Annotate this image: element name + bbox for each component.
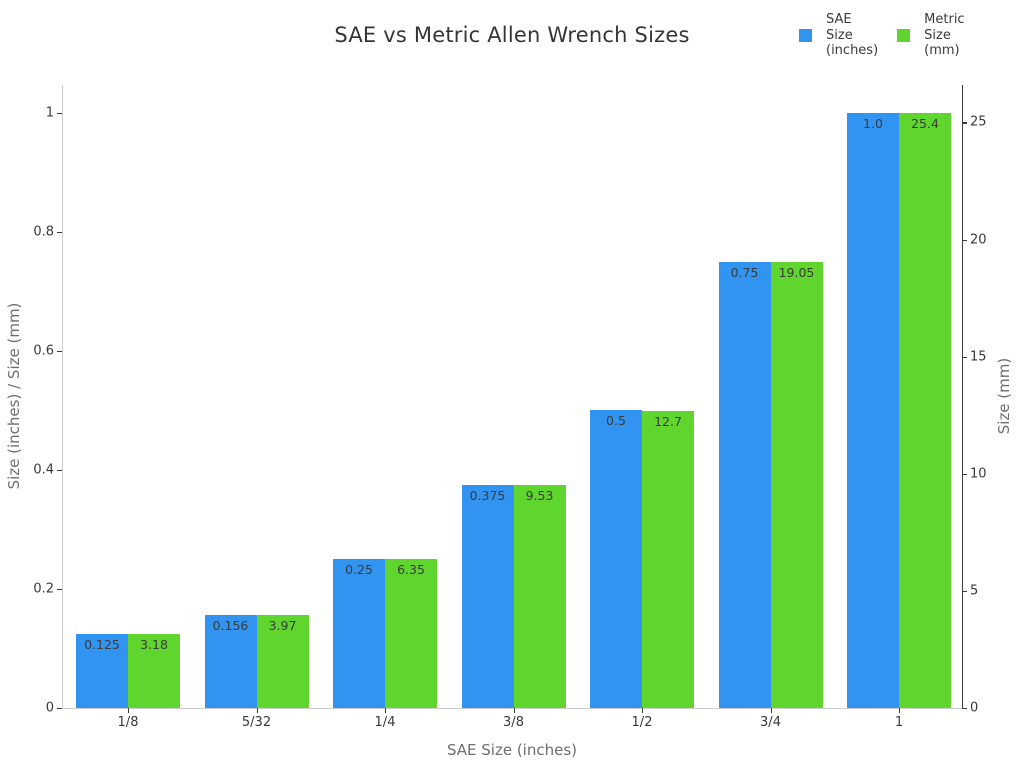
y-right-tick [962, 473, 967, 475]
bar-sae-3/4 [718, 261, 771, 708]
bar-sae-1/8 [76, 633, 128, 708]
bar-metric-1/2 [642, 410, 694, 708]
legend-entry-sae: SAE Size (inches) [799, 12, 878, 59]
y-left-tick-label: 0 [45, 700, 54, 716]
bar-value-label-sae-5/32: 0.156 [212, 618, 249, 634]
bar-value-label-sae-1: 1.0 [863, 115, 883, 131]
legend-label-sae: SAE Size (inches) [826, 12, 879, 58]
bar-sae-1/4 [333, 559, 385, 708]
y-axis-title-left: Size (inches) / Size (mm) [5, 302, 23, 490]
bar-sae-5/32 [204, 615, 257, 708]
bar-metric-3/4 [770, 261, 823, 708]
x-tick [128, 708, 130, 713]
y-axis-right-spine [962, 85, 964, 708]
y-left-tick-label: 0.6 [33, 343, 54, 359]
bar-sae-1 [847, 112, 899, 708]
bar-value-label-metric-1/4: 6.35 [397, 562, 425, 578]
legend-entry-metric: Metric Size (mm) [897, 12, 965, 59]
legend: SAE Size (inches) Metric Size (mm) [799, 12, 965, 59]
x-tick-label: 3/8 [503, 715, 524, 730]
x-tick-label: 1/2 [631, 715, 653, 730]
bar-metric-5/32 [256, 615, 309, 708]
y-left-tick-label: 0.4 [33, 462, 54, 478]
bar-value-label-metric-3/8: 9.53 [525, 487, 554, 503]
x-tick [770, 708, 772, 713]
y-right-tick [962, 590, 967, 593]
y-left-tick [57, 231, 62, 234]
y-right-tick-label: 0 [970, 700, 979, 716]
y-right-tick [962, 708, 967, 710]
y-right-tick [962, 356, 967, 358]
bar-value-label-metric-1/2: 12.7 [654, 413, 682, 429]
y-left-tick [57, 588, 62, 591]
x-tick [513, 708, 515, 713]
y-left-tick-label: 0.2 [33, 581, 54, 597]
legend-swatch-sae [799, 28, 812, 42]
y-right-tick-label: 10 [970, 466, 987, 482]
y-right-tick-label: 5 [970, 583, 979, 599]
x-tick [385, 708, 387, 713]
x-tick-label: 5/32 [241, 715, 272, 730]
bar-sae-3/8 [461, 484, 514, 708]
x-tick [642, 708, 644, 713]
bar-sae-1/2 [590, 410, 642, 708]
x-tick-label: 1/8 [117, 715, 139, 730]
y-right-tick [962, 239, 967, 241]
bar-value-label-sae-1/4: 0.25 [345, 562, 373, 578]
bar-value-label-metric-3/4: 19.05 [778, 264, 815, 280]
bar-value-label-sae-3/8: 0.375 [469, 487, 506, 503]
x-axis-spine [62, 708, 963, 709]
y-right-tick-label: 20 [970, 232, 987, 248]
legend-label-metric: Metric Size (mm) [924, 12, 965, 58]
y-right-tick-label: 25 [970, 114, 987, 130]
bar-metric-1/4 [385, 559, 437, 708]
bar-value-label-metric-1: 25.4 [911, 116, 939, 132]
y-right-tick-label: 15 [970, 349, 987, 365]
y-axis-left-spine [62, 85, 63, 708]
x-tick-label: 3/4 [760, 715, 781, 730]
y-axis-title-right: Size (mm) [995, 357, 1013, 435]
bar-metric-1 [899, 113, 951, 708]
x-tick [899, 708, 901, 713]
bar-value-label-sae-1/8: 0.125 [84, 636, 120, 652]
y-left-tick [57, 708, 62, 710]
x-tick-label: 1/4 [374, 715, 396, 730]
x-tick-label: 1 [894, 715, 904, 730]
bar-metric-3/8 [513, 484, 566, 708]
bar-value-label-metric-1/8: 3.18 [140, 636, 168, 652]
bar-metric-1/8 [128, 633, 180, 708]
x-axis-title: SAE Size (inches) [446, 741, 578, 759]
legend-swatch-metric [897, 28, 911, 42]
x-tick [256, 708, 258, 713]
y-left-tick [57, 112, 62, 115]
y-right-tick [962, 122, 967, 124]
chart-title: SAE vs Metric Allen Wrench Sizes [334, 23, 690, 47]
bar-value-label-metric-5/32: 3.97 [268, 618, 297, 634]
bar-value-label-sae-1/2: 0.5 [606, 413, 626, 429]
y-left-tick-label: 0.8 [33, 224, 54, 240]
bar-value-label-sae-3/4: 0.75 [730, 264, 759, 280]
y-left-tick [57, 350, 62, 353]
y-left-tick-label: 1 [45, 105, 54, 121]
y-left-tick [57, 469, 62, 472]
